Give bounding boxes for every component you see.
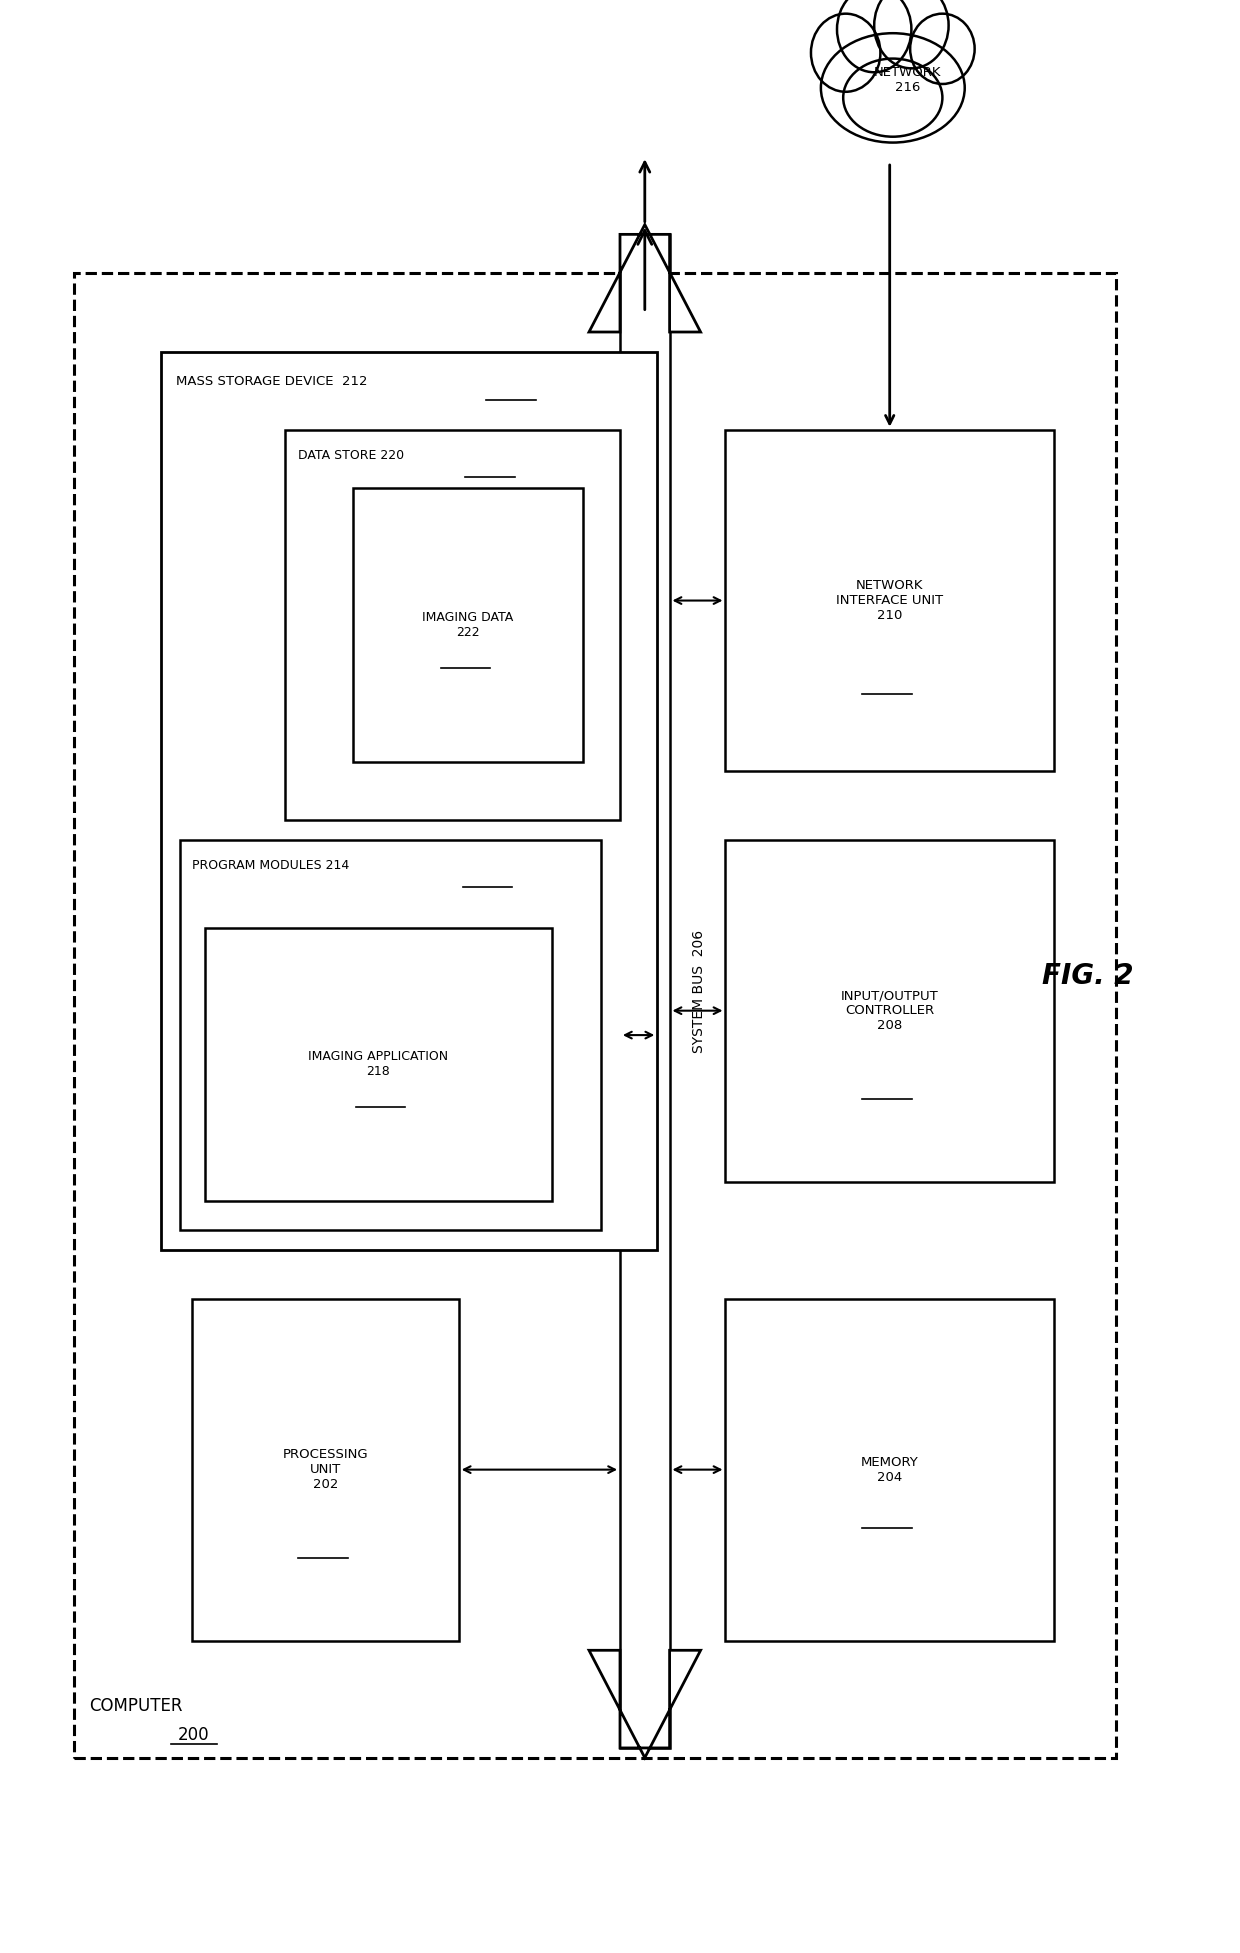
Text: DATA STORE 220: DATA STORE 220 xyxy=(298,449,404,463)
Text: SYSTEM BUS  206: SYSTEM BUS 206 xyxy=(692,930,706,1053)
Ellipse shape xyxy=(910,14,975,84)
Text: MASS STORAGE DEVICE  212: MASS STORAGE DEVICE 212 xyxy=(176,375,367,389)
Bar xyxy=(620,234,670,1748)
Ellipse shape xyxy=(837,0,911,72)
Bar xyxy=(725,1299,1054,1641)
Text: NETWORK
INTERFACE UNIT
210: NETWORK INTERFACE UNIT 210 xyxy=(836,578,944,623)
Bar xyxy=(74,273,1116,1758)
Bar xyxy=(353,488,583,762)
Text: IMAGING APPLICATION
218: IMAGING APPLICATION 218 xyxy=(308,1051,449,1078)
Ellipse shape xyxy=(874,0,949,68)
Text: NETWORK
216: NETWORK 216 xyxy=(874,66,941,94)
Polygon shape xyxy=(589,1650,701,1758)
Bar xyxy=(285,430,620,820)
Bar xyxy=(180,840,601,1230)
Bar xyxy=(161,352,657,1250)
Bar xyxy=(725,430,1054,771)
Text: IMAGING DATA
222: IMAGING DATA 222 xyxy=(423,611,513,639)
Text: PROGRAM MODULES 214: PROGRAM MODULES 214 xyxy=(192,859,350,873)
Ellipse shape xyxy=(811,14,880,92)
Text: 200: 200 xyxy=(177,1726,210,1744)
Text: COMPUTER: COMPUTER xyxy=(89,1697,182,1715)
Text: PROCESSING
UNIT
202: PROCESSING UNIT 202 xyxy=(283,1447,368,1492)
Ellipse shape xyxy=(821,33,965,143)
Bar xyxy=(192,1299,459,1641)
Text: INPUT/OUTPUT
CONTROLLER
208: INPUT/OUTPUT CONTROLLER 208 xyxy=(841,988,939,1033)
Bar xyxy=(725,840,1054,1182)
Text: MEMORY
204: MEMORY 204 xyxy=(861,1455,919,1484)
Ellipse shape xyxy=(843,59,942,137)
Bar xyxy=(205,928,552,1201)
Text: FIG. 2: FIG. 2 xyxy=(1042,963,1133,990)
Polygon shape xyxy=(589,225,701,332)
